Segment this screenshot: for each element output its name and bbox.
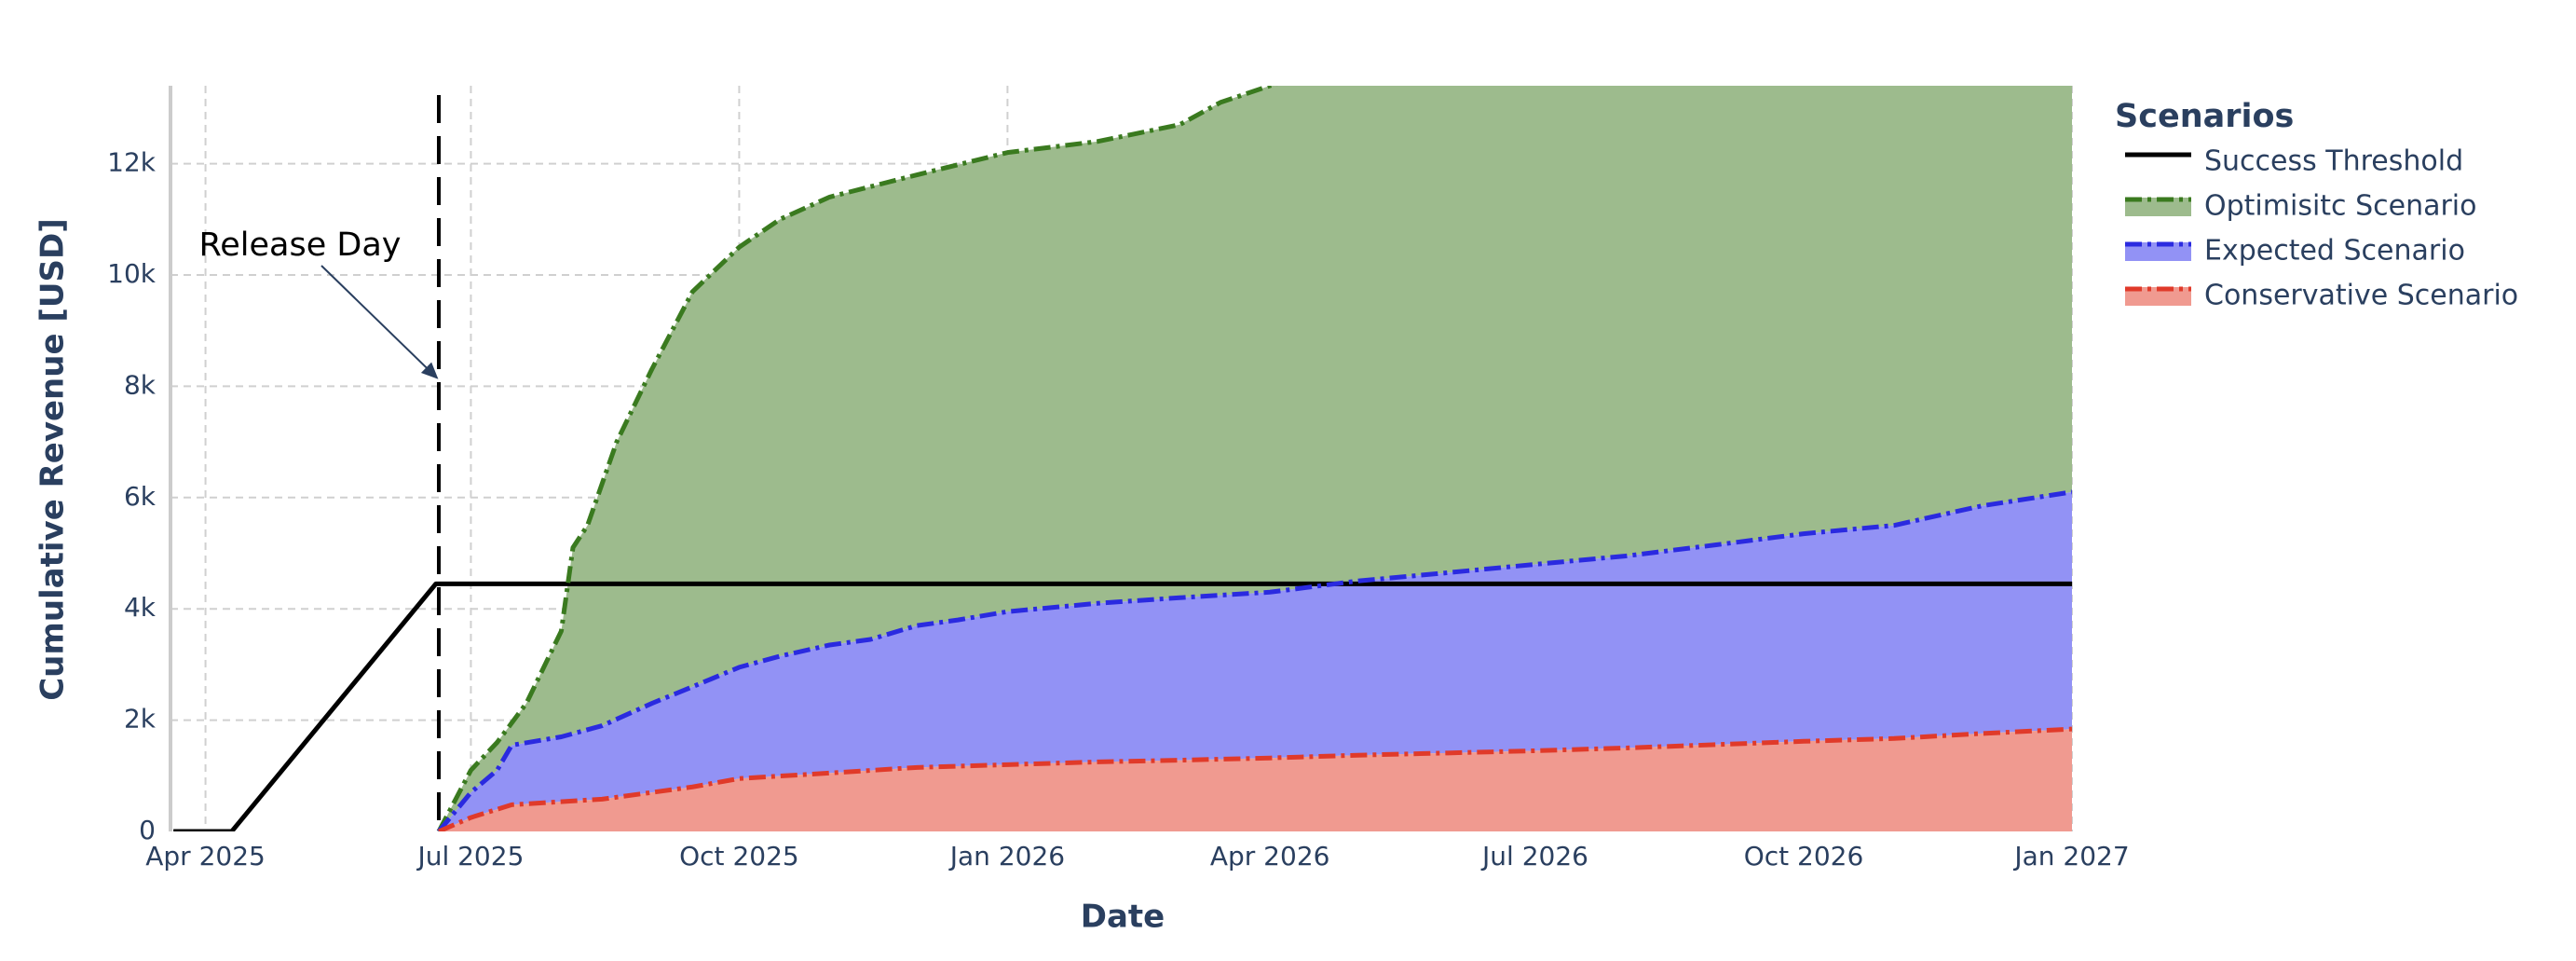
x-tick-label: Jan 2026 xyxy=(948,841,1065,872)
annotation-text: Release Day xyxy=(199,227,402,264)
legend-swatch xyxy=(2125,198,2191,216)
y-tick-label: 12k xyxy=(107,147,157,178)
annotation-arrow xyxy=(320,265,439,379)
legend-label: Success Threshold xyxy=(2204,145,2463,178)
y-tick-label: 2k xyxy=(124,704,157,734)
y-tick-label: 4k xyxy=(124,592,157,623)
legend-swatch xyxy=(2125,242,2191,261)
x-tick-label: Oct 2026 xyxy=(1744,841,1864,872)
y-axis-title: Cumulative Revenue [USD] xyxy=(34,218,72,701)
legend-label: Optimisitc Scenario xyxy=(2204,190,2477,223)
y-tick-label: 10k xyxy=(107,258,157,289)
x-tick-label: Oct 2025 xyxy=(679,841,799,872)
x-tick-label: Apr 2025 xyxy=(145,841,266,872)
x-axis-title: Date xyxy=(1081,899,1165,936)
x-tick-label: Jan 2027 xyxy=(2012,841,2129,872)
x-tick-label: Jul 2025 xyxy=(416,841,524,872)
legend-label: Expected Scenario xyxy=(2204,235,2465,268)
legend-swatch xyxy=(2125,287,2191,306)
legend-label: Conservative Scenario xyxy=(2204,280,2518,312)
area xyxy=(438,491,2072,831)
y-tick-label: 8k xyxy=(124,369,157,400)
area xyxy=(438,86,2072,831)
y-tick-label: 6k xyxy=(124,481,157,512)
x-tick-label: Jul 2026 xyxy=(1480,841,1588,872)
series-line xyxy=(437,489,2072,831)
legend-title: Scenarios xyxy=(2115,98,2294,135)
series-line xyxy=(173,581,2072,831)
x-tick-label: Apr 2026 xyxy=(1210,841,1330,872)
series-line xyxy=(437,726,2072,831)
area xyxy=(438,729,2072,831)
y-tick-label: 0 xyxy=(139,815,156,845)
